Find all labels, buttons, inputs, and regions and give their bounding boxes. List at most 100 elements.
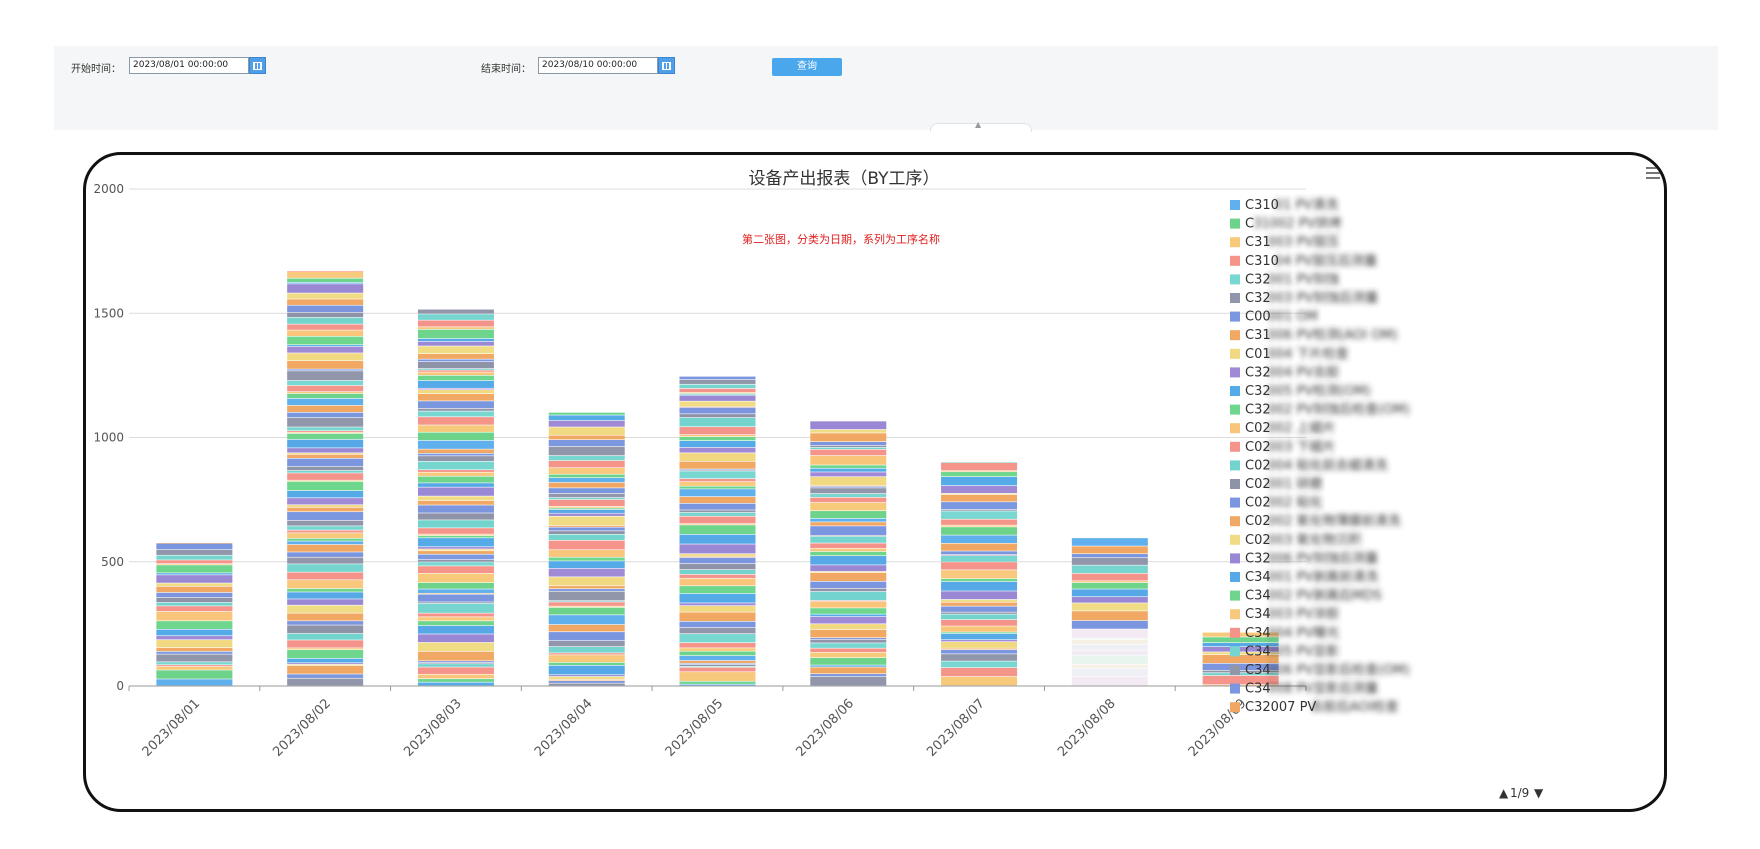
bar-segment	[548, 527, 625, 531]
bar-segment	[548, 427, 625, 435]
bar-segment	[941, 633, 1018, 640]
bar-segment	[679, 395, 756, 401]
bar-segment	[287, 453, 364, 455]
end-time-input[interactable]: 2023/08/10 00:00:00	[538, 57, 658, 74]
bar-segment	[679, 557, 756, 564]
bar-segment	[548, 681, 625, 683]
bar-segment	[679, 394, 756, 396]
bar-segment	[287, 458, 364, 467]
collapse-toggle[interactable]: ▲	[930, 120, 1032, 132]
calendar-icon[interactable]	[249, 57, 266, 74]
bar-segment	[941, 667, 1018, 677]
legend-pager[interactable]: ▲ 1/9 ▼	[1499, 786, 1544, 800]
bar-segment	[1071, 546, 1148, 554]
legend-swatch	[1230, 367, 1240, 378]
legend-label: C310	[1245, 254, 1279, 269]
bar-segment	[1202, 646, 1279, 652]
bar-segment	[679, 453, 756, 462]
bar-segment	[287, 621, 364, 625]
bar-segment	[287, 592, 364, 599]
bar-segment	[810, 548, 887, 552]
bar-segment	[287, 541, 364, 545]
bar-segment	[417, 354, 494, 359]
bar-segment	[548, 497, 625, 500]
legend-label: C34	[1245, 682, 1271, 697]
legend-swatch	[1230, 627, 1240, 638]
bar-segment	[679, 427, 756, 435]
bar-segment	[417, 320, 494, 327]
bar-segment	[548, 460, 625, 468]
bar-segment	[417, 487, 494, 496]
bar-segment	[1071, 638, 1148, 640]
bar-segment	[810, 565, 887, 572]
bar-segment	[287, 324, 364, 330]
bar-segment	[810, 447, 887, 450]
bar-segment	[417, 664, 494, 667]
legend-page-up-icon[interactable]: ▲	[1499, 786, 1509, 800]
bar-segment	[548, 509, 625, 513]
bar-segment	[1071, 565, 1148, 574]
bar-segment	[287, 353, 364, 361]
bar-segment	[679, 496, 756, 504]
y-tick-label: 1000	[93, 431, 124, 445]
bar-segment	[1071, 639, 1148, 644]
legend-label: C34	[1245, 626, 1271, 641]
bar-segment	[679, 534, 756, 544]
bar-segment	[156, 611, 233, 621]
bar-segment	[156, 560, 233, 564]
legend-label-redacted: 005 PV显影	[1268, 644, 1340, 659]
legend-swatch	[1230, 572, 1240, 582]
bar-segment	[287, 588, 364, 592]
legend-label: C34	[1245, 644, 1271, 659]
bar-segment	[287, 305, 364, 313]
calendar-icon[interactable]	[658, 57, 675, 74]
legend-swatch	[1230, 609, 1240, 620]
bar-segment	[287, 293, 364, 299]
bar-segment	[417, 401, 494, 409]
bar-segment	[679, 684, 756, 686]
x-tick-label: 2023/08/07	[924, 696, 988, 760]
bar-segment	[417, 513, 494, 520]
bar-segment	[287, 360, 364, 369]
query-button[interactable]: 查询	[772, 58, 842, 76]
legend-swatch	[1230, 255, 1240, 266]
bar-segment	[156, 629, 233, 636]
bar-segment	[941, 642, 1018, 648]
bars	[156, 271, 1279, 686]
bar-segment	[548, 474, 625, 478]
bar-segment	[548, 412, 625, 415]
bar-segment	[287, 625, 364, 634]
chart-title: 设备产出报表（BY工序）	[748, 169, 939, 189]
bar-segment	[287, 665, 364, 674]
bar-segment	[1202, 685, 1279, 686]
legend-label-redacted: 004 PV去胶	[1268, 364, 1340, 380]
end-time-label: 结束时间：	[481, 64, 531, 75]
menu-icon[interactable]	[1646, 167, 1660, 179]
bar-segment	[417, 432, 494, 441]
bar-segment	[287, 481, 364, 491]
bar-segment	[287, 572, 364, 580]
bar-segment	[1071, 554, 1148, 558]
legend-label: C32	[1245, 384, 1271, 399]
bar-segment	[287, 330, 364, 337]
start-time-input[interactable]: 2023/08/01 00:00:00	[129, 57, 249, 74]
bar-segment	[287, 512, 364, 521]
bar-segment	[417, 551, 494, 554]
bar-segment	[287, 678, 364, 686]
legend-label-redacted: 001 研磨	[1268, 477, 1323, 492]
bar-segment	[679, 586, 756, 594]
bar-segment	[417, 380, 494, 388]
bar-segment	[287, 336, 364, 345]
bar-segment	[810, 526, 887, 536]
legend-page-down-icon[interactable]: ▼	[1534, 786, 1544, 800]
bar-segment	[287, 284, 364, 293]
legend-swatch	[1230, 590, 1240, 601]
bar-segment	[287, 439, 364, 448]
bar-segment	[287, 427, 364, 431]
